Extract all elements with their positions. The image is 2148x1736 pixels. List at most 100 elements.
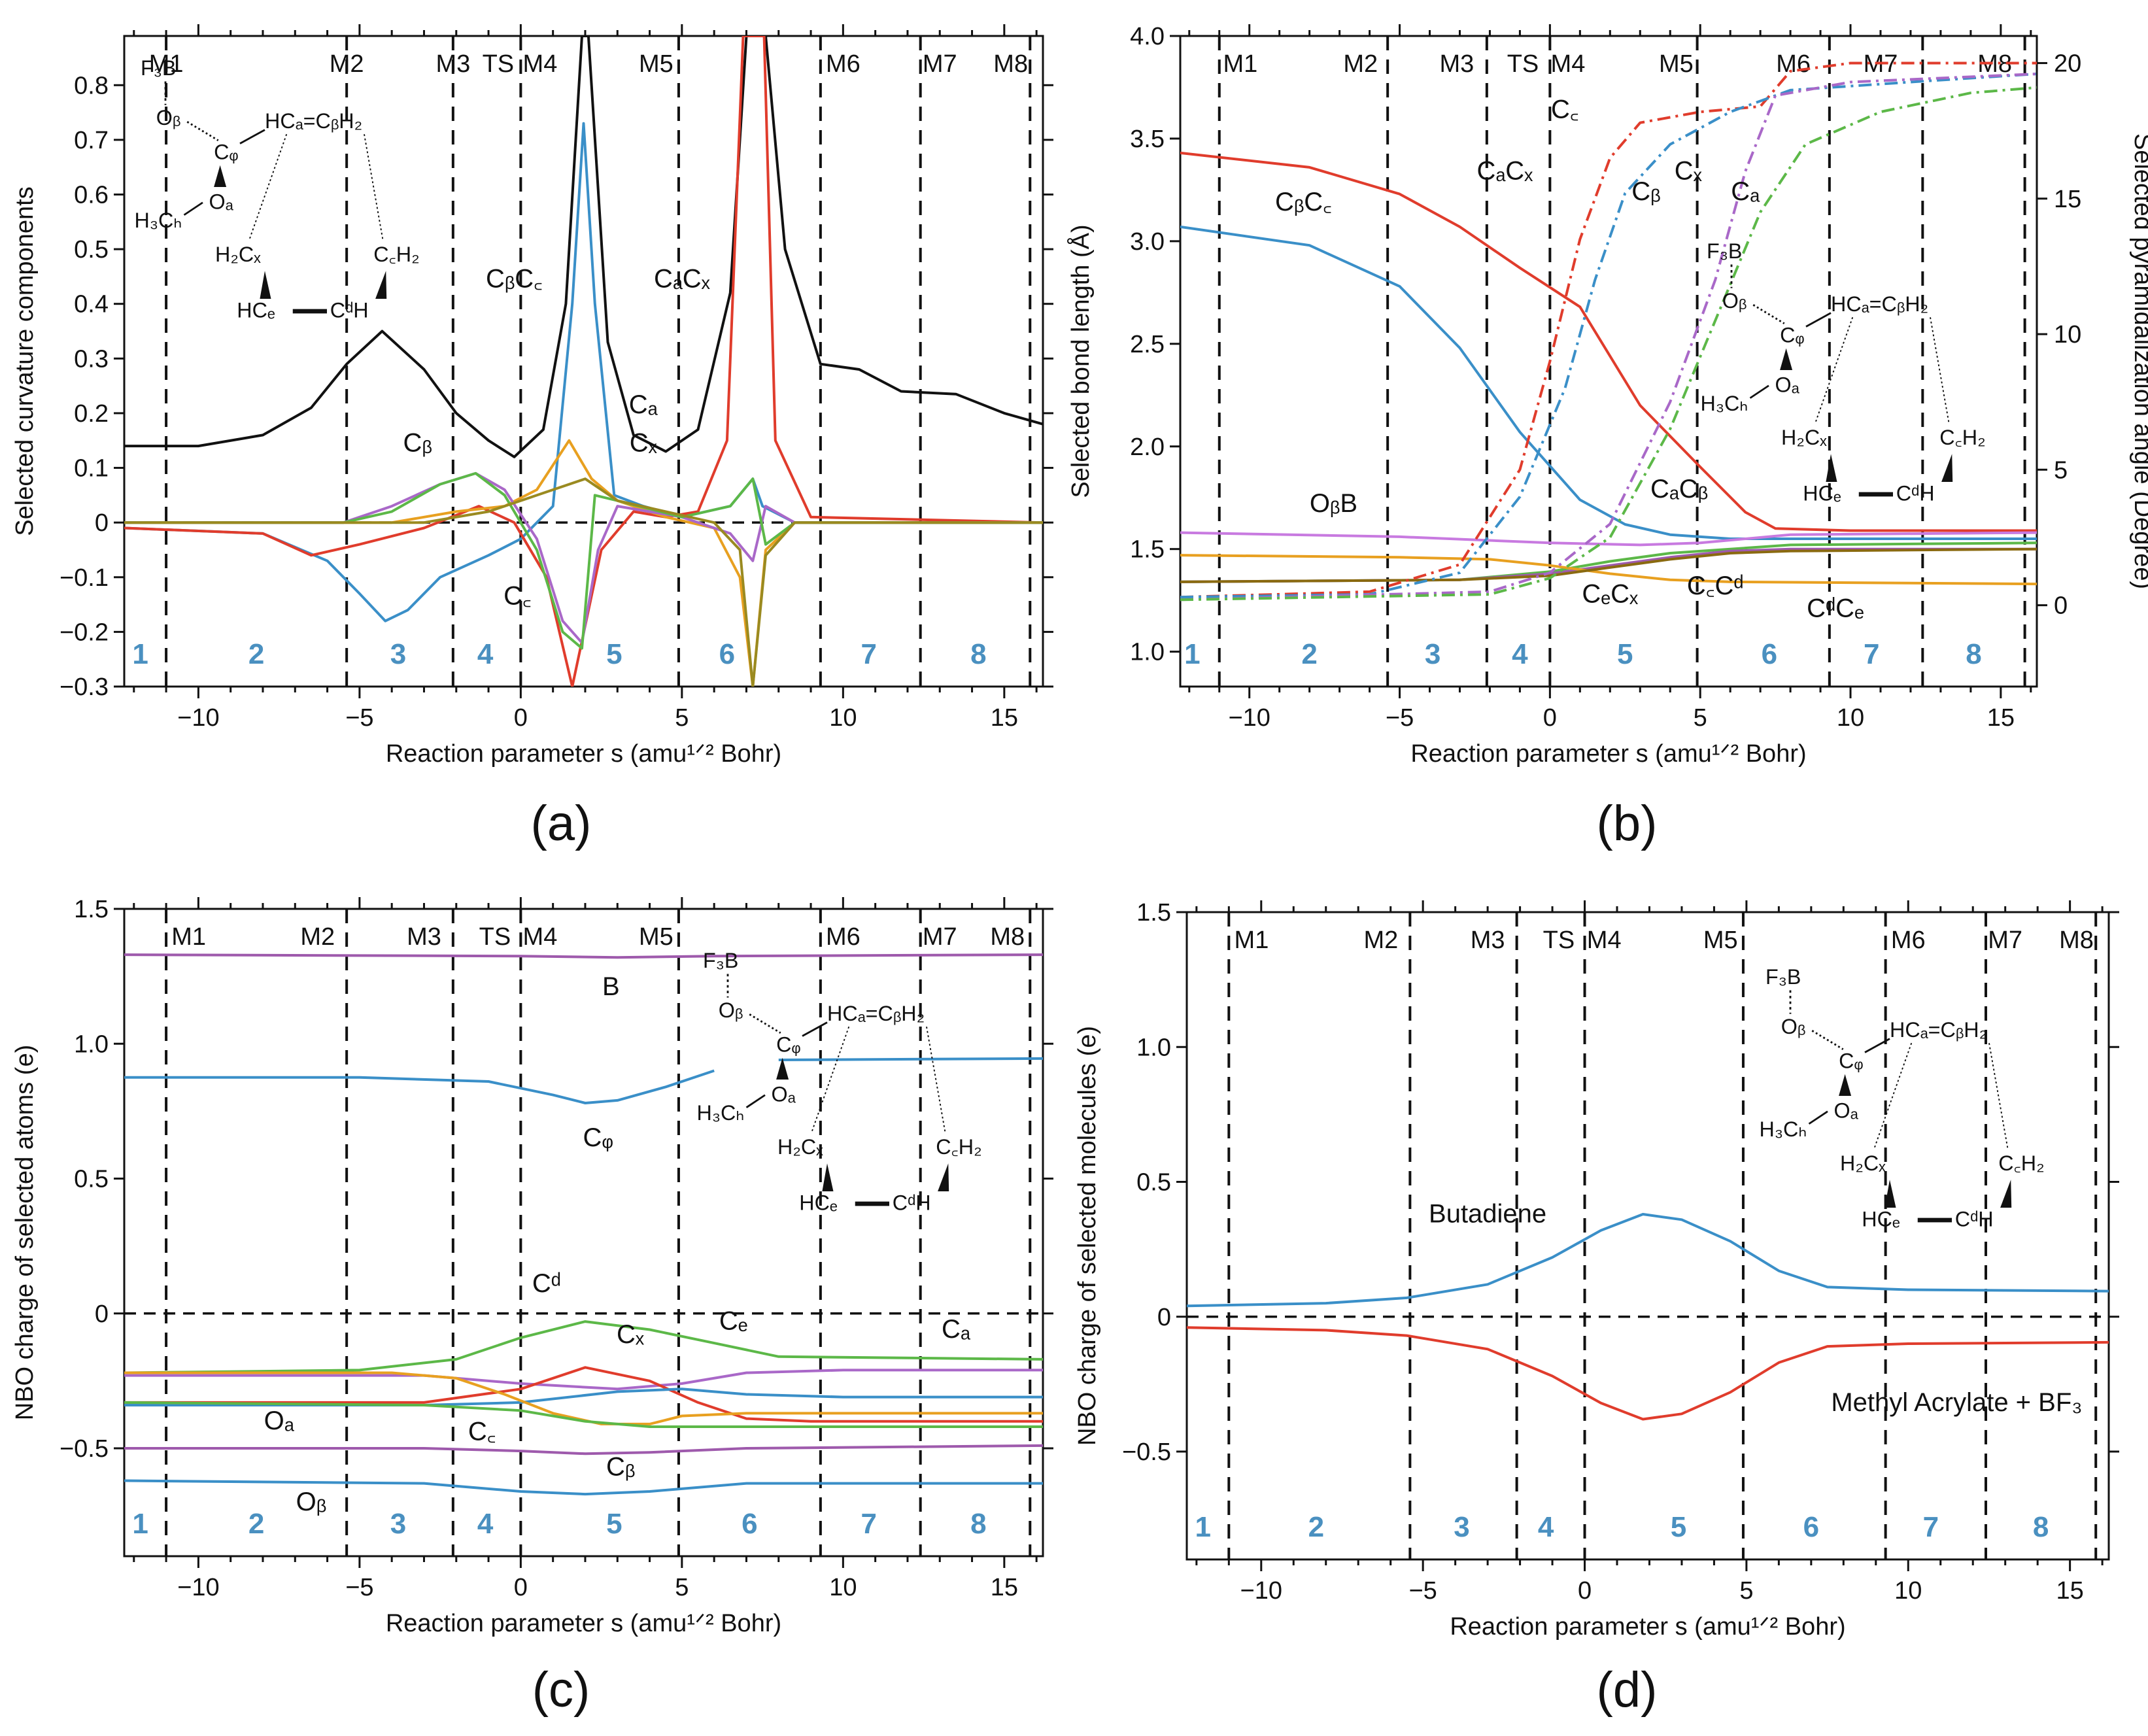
mol-bond (811, 1026, 850, 1133)
region-label: 8 (970, 1508, 986, 1540)
x-tick-label: 15 (1987, 704, 2015, 732)
curve-annotation: Cₑ (719, 1307, 748, 1336)
curve-annotation: C꜀ (503, 582, 532, 611)
mol-wedge (1839, 1074, 1852, 1096)
series-line-cacf (124, 36, 1043, 687)
region-label: 8 (2033, 1511, 2049, 1543)
series-group (1187, 1213, 2109, 1421)
series-line-cc (1180, 61, 2037, 599)
series-group (124, 36, 1043, 687)
y-tick-label: 0.7 (74, 127, 109, 154)
region-label: 6 (742, 1508, 757, 1540)
mol-label-ob: Oᵦ (719, 998, 743, 1022)
region-label: 6 (1803, 1511, 1819, 1543)
x-tick-label: −10 (1240, 1577, 1282, 1605)
plot-frame (123, 908, 1044, 1557)
marker-label: M1 (171, 923, 206, 951)
curve-annotation: Cₐ (942, 1315, 971, 1344)
y-tick-label: 1.0 (74, 1030, 109, 1058)
x-tick-label: 0 (514, 1574, 528, 1601)
mol-bond (1930, 317, 1950, 423)
curve-annotation: Cₓ (630, 428, 658, 457)
marker-label: M2 (300, 923, 335, 951)
series-line-oa (124, 1444, 1043, 1455)
curve-annotation: CᵈCₑ (1807, 594, 1864, 622)
marker-label: M7 (923, 923, 957, 951)
y-tick-label: −0.3 (60, 673, 109, 701)
mol-label-f3b: F₃B (1765, 965, 1801, 989)
y-tick-label: 3.0 (1130, 228, 1165, 256)
marker-label: M2 (1343, 50, 1378, 78)
marker-label: TS (479, 923, 511, 951)
region-label: 3 (1425, 638, 1441, 670)
curve-annotation: B (602, 972, 620, 1001)
marker-label: M5 (1659, 50, 1694, 78)
mol-bond (1815, 316, 1854, 424)
mol-label-cg: Cᵩ (214, 140, 239, 163)
mol-label-h2cf: H₂Cₓ (1840, 1151, 1886, 1175)
series-line-cb (1180, 73, 2037, 599)
y-right-axis-title: Selected pyramidalization angle (Degree) (2129, 133, 2148, 589)
x-axis-title: Reaction parameter s (amu¹ᐟ² Bohr) (386, 1610, 781, 1637)
marker-label: M6 (826, 923, 861, 951)
mol-label-f3b: F₃B (141, 56, 176, 80)
marker-label: M7 (1988, 927, 2022, 954)
caption-a: (a) (531, 796, 592, 851)
marker-label: M2 (330, 50, 364, 78)
mol-bond (1811, 1030, 1844, 1050)
y-tick-label: −0.1 (60, 564, 109, 592)
mol-label-h3ch: H₃Cₕ (1701, 392, 1748, 415)
mol-wedge (260, 271, 271, 299)
y-tick-label: 0.5 (1136, 1169, 1171, 1197)
x-axis-title: Reaction parameter s (amu¹ᐟ² Bohr) (1450, 1613, 1845, 1641)
mol-label-cg: Cᵩ (776, 1032, 801, 1056)
molecule-diagram: F₃B Oᵦ Cᵩ HCₐ=CᵦH₂ Oₐ H₃Cₕ H₂Cₓ C꜀H₂ HCₑ CᵈH (697, 949, 982, 1215)
y-axis-title: Selected bond length (Å) (1066, 224, 1095, 498)
y-tick-label: 0.4 (74, 291, 109, 318)
x-tick-label: 15 (991, 1574, 1018, 1601)
series-line-cacf (1180, 151, 2037, 532)
region-label: 8 (970, 638, 986, 670)
mol-label-h3ch: H₃Cₕ (697, 1101, 745, 1125)
mol-wedge (776, 1057, 789, 1080)
mol-label-cch2: C꜀H₂ (1939, 426, 1985, 449)
mol-label-hce: HCₑ (799, 1191, 838, 1215)
marker-label: M4 (1551, 50, 1586, 78)
mol-label-hce: HCₑ (1803, 482, 1841, 505)
series-line-cecf (1180, 554, 2037, 586)
y-right-tick-label: 5 (2054, 456, 2068, 484)
marker-label: M1 (1235, 927, 1269, 954)
curve-annotation: Cᵦ (606, 1452, 635, 1481)
mol-bond (926, 1027, 946, 1132)
y-right-tick-label: 15 (2054, 186, 2081, 213)
mol-label-ob: Oᵦ (1781, 1015, 1806, 1038)
region-label: 1 (132, 638, 148, 670)
region-label: 6 (1762, 638, 1777, 670)
mol-label-oa: Oₐ (1834, 1098, 1859, 1122)
mol-wedge (1884, 1180, 1896, 1208)
mol-label-ob: Oᵦ (156, 106, 181, 129)
y-tick-label: 0.5 (74, 236, 109, 264)
series-line-obb (1180, 531, 2037, 547)
y-tick-label: 2.0 (1130, 434, 1165, 461)
y-axis-title: Selected curvature components (11, 186, 39, 536)
marker-label: M5 (639, 923, 673, 951)
series-line-cf (1180, 73, 2037, 602)
marker-label: M6 (826, 50, 861, 78)
y-tick-label: 0 (95, 1301, 109, 1328)
x-tick-label: −10 (1228, 704, 1270, 732)
molecule-diagram: F₃B Oᵦ Cᵩ HCₐ=CᵦH₂ Oₐ H₃Cₕ H₂Cₓ C꜀H₂ HCₑ CᵈH (1701, 239, 1986, 505)
series-line-cf (124, 471, 1043, 650)
mol-bond (364, 134, 384, 240)
marker-label: TS (1543, 927, 1575, 954)
region-label: 2 (1308, 1511, 1324, 1543)
region-label: 3 (1454, 1511, 1469, 1543)
marker-label: M1 (1223, 50, 1258, 78)
mol-bond (239, 129, 265, 145)
marker-label: TS (483, 50, 515, 78)
mol-bond (248, 133, 288, 241)
mol-label-cg: Cᵩ (1780, 323, 1805, 347)
